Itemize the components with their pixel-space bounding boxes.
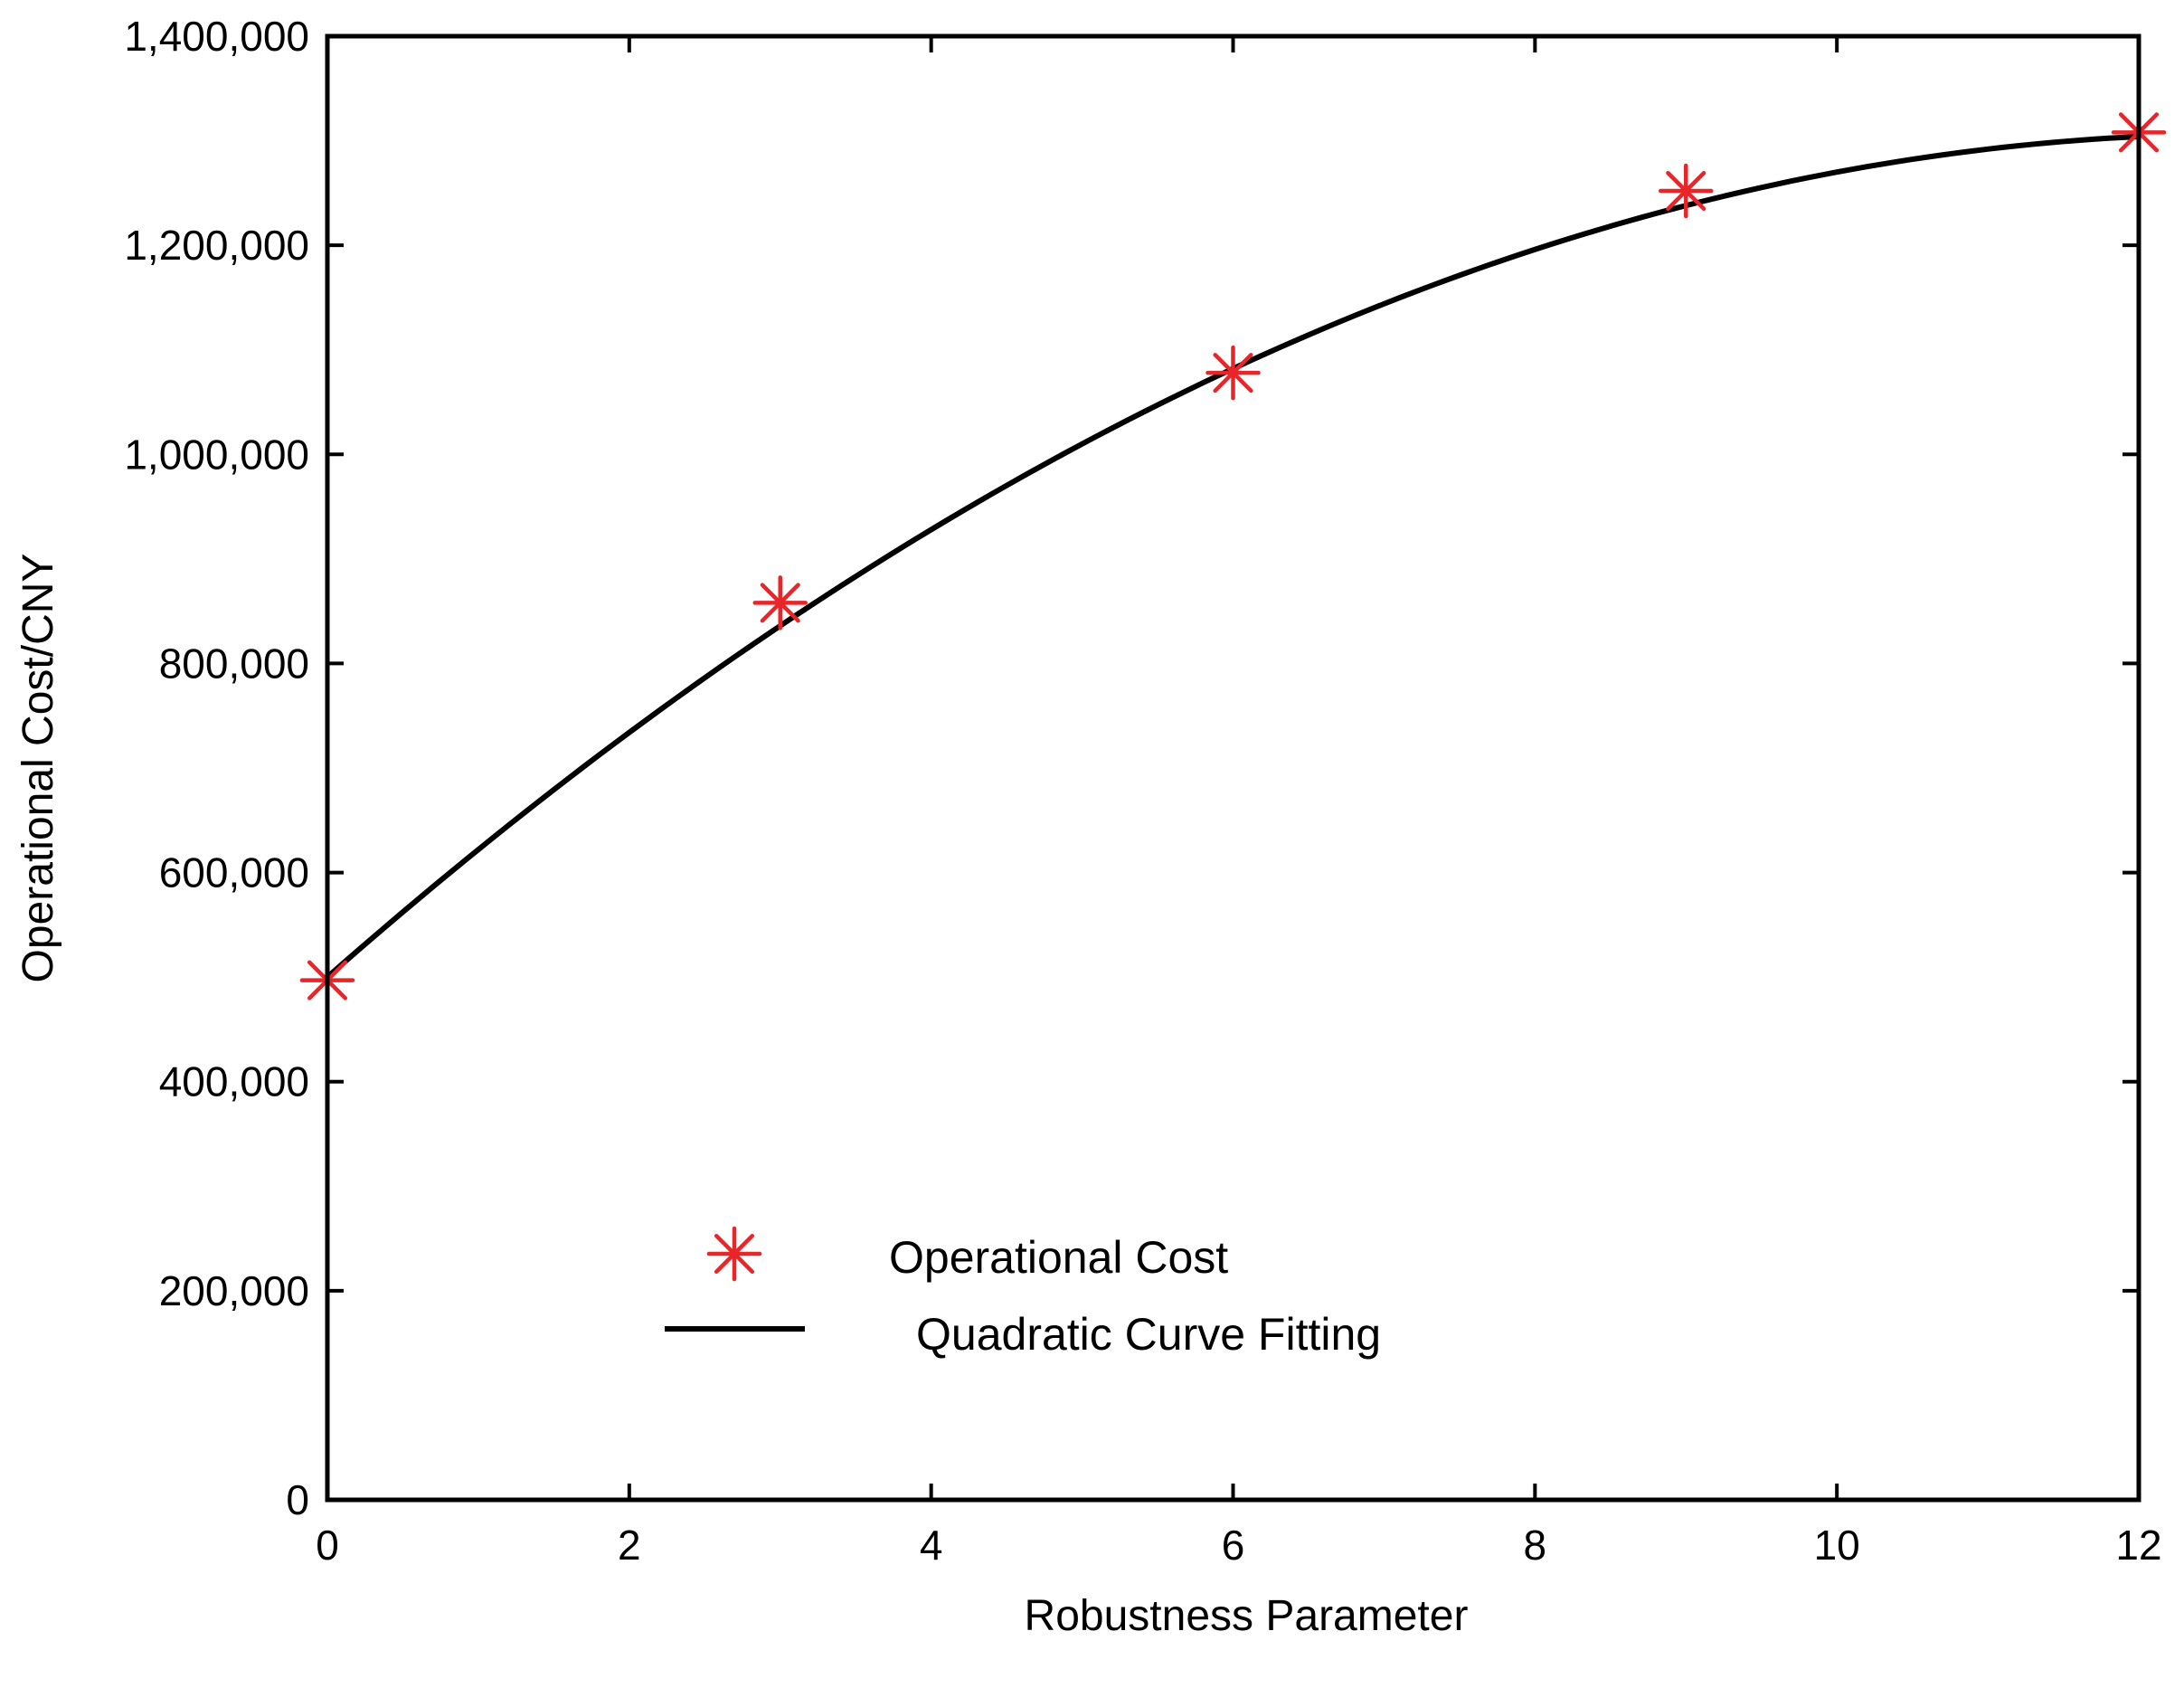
y-axis-label: Operational Cost/CNY <box>14 554 62 983</box>
plot-frame <box>325 33 2141 1503</box>
data-point-operational-cost <box>752 575 808 631</box>
y-tick-label: 400,000 <box>159 1058 309 1105</box>
x-tick-label: 8 <box>1524 1522 1547 1569</box>
x-tick-label: 4 <box>920 1522 943 1569</box>
x-axis-label: Robustness Parameter <box>1025 1592 1469 1640</box>
legend-marker-operational-cost <box>706 1226 762 1282</box>
y-tick-label: 1,000,000 <box>124 431 309 478</box>
y-tick-label: 1,400,000 <box>124 13 309 60</box>
y-tick-label: 1,200,000 <box>124 222 309 269</box>
data-point-operational-cost <box>1659 163 1714 219</box>
x-tick-label: 2 <box>618 1522 641 1569</box>
legend-label-operational-cost: Operational Cost <box>889 1232 1228 1283</box>
legend: Operational Cost Quadratic Curve Fitting <box>665 1226 1381 1360</box>
data-point-operational-cost <box>1205 345 1261 401</box>
legend-label-quadratic-fit: Quadratic Curve Fitting <box>916 1309 1381 1360</box>
series-line-quadratic-fit <box>326 133 2140 980</box>
y-tick-label: 600,000 <box>159 849 309 896</box>
y-tick-label: 800,000 <box>159 640 309 687</box>
axis-ticks <box>326 34 2141 1502</box>
x-tick-label: 10 <box>1814 1522 1860 1569</box>
legend-asterisk-icon <box>706 1226 762 1282</box>
tick-labels: 0 2 4 6 8 10 12 0 200,000 400,000 600,000 800,000 1,… <box>124 13 2161 1569</box>
x-tick-label: 0 <box>316 1522 339 1569</box>
y-tick-label: 0 <box>286 1476 309 1523</box>
series-layer <box>299 105 2167 1008</box>
y-tick-label: 200,000 <box>159 1267 309 1314</box>
x-tick-label: 12 <box>2115 1522 2161 1569</box>
x-tick-label: 6 <box>1222 1522 1245 1569</box>
